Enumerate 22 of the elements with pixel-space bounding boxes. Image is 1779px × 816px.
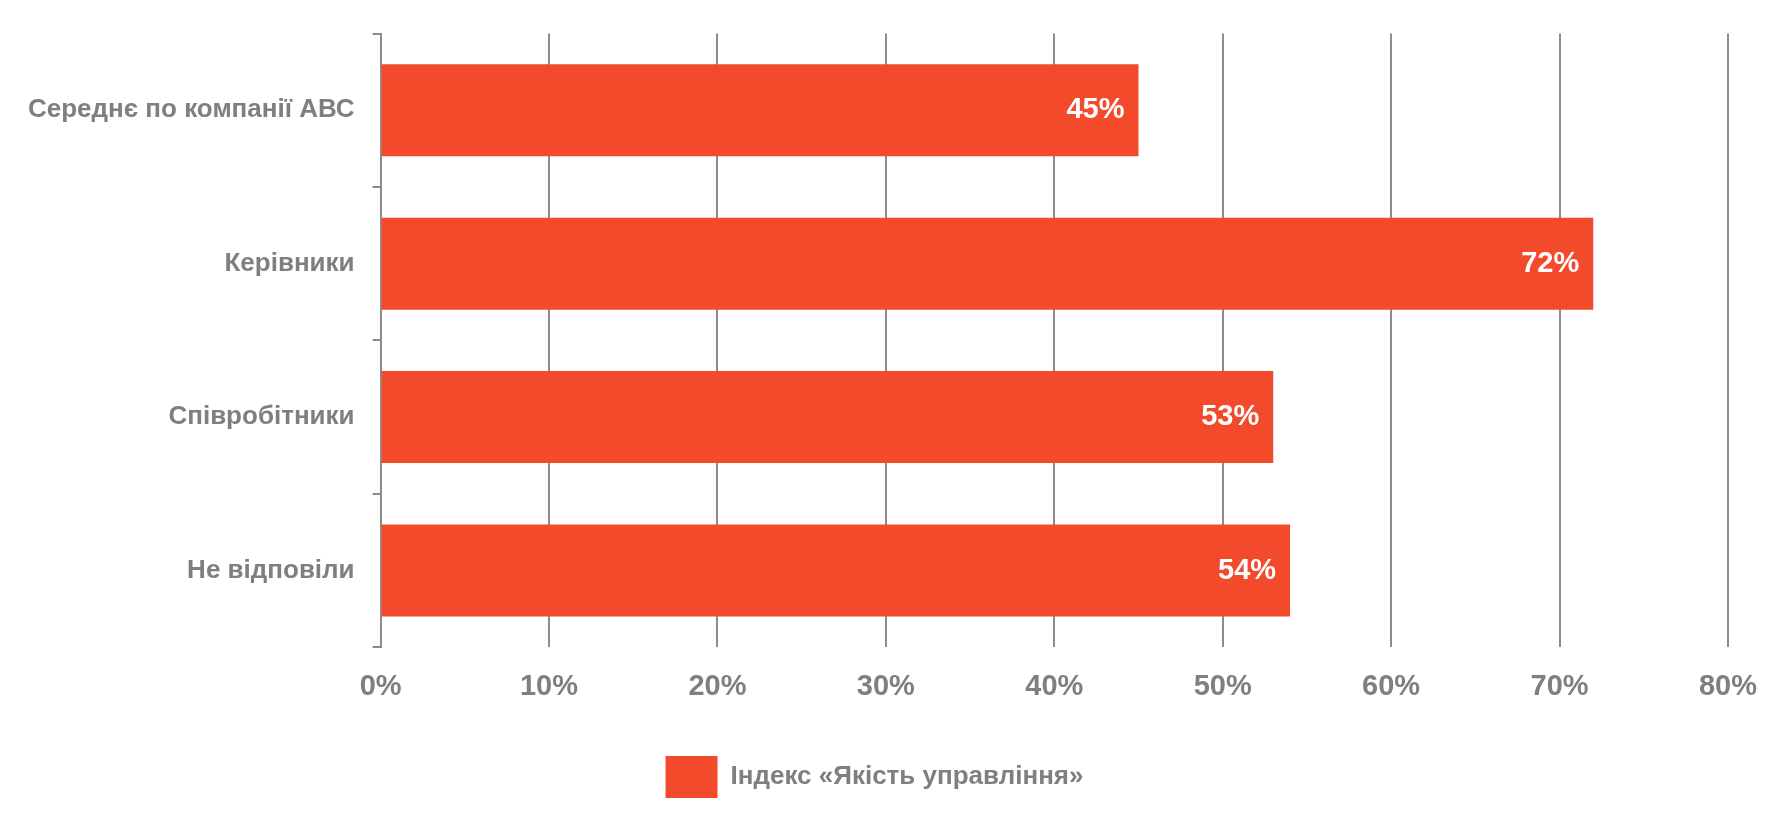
x-tick-label: 80%	[1698, 668, 1758, 701]
data-label: 53%	[1201, 399, 1260, 432]
bar	[381, 371, 1274, 464]
y-tick-label: Середнє по компанії АВС	[27, 93, 355, 124]
data-label: 72%	[1521, 245, 1580, 278]
data-label: 54%	[1218, 552, 1277, 585]
bar	[381, 524, 1291, 617]
x-tick-label: 70%	[1530, 668, 1589, 701]
x-tick-label: 60%	[1362, 668, 1421, 701]
y-tick-label: Співробітники	[168, 400, 355, 431]
x-tick-label: 0%	[359, 668, 402, 701]
x-tick-label: 20%	[688, 668, 747, 701]
bar	[381, 217, 1594, 310]
y-tick-label: Не відповіли	[187, 553, 355, 584]
bar	[381, 64, 1139, 157]
legend-label: Індекс «Якість управління»	[730, 760, 1084, 791]
data-label: 45%	[1066, 92, 1125, 125]
x-tick-label: 50%	[1193, 668, 1252, 701]
x-tick-label: 30%	[856, 668, 916, 701]
y-tick-label: Керівники	[224, 246, 355, 277]
x-tick-label: 40%	[1025, 668, 1084, 701]
x-tick-label: 10%	[519, 668, 579, 701]
